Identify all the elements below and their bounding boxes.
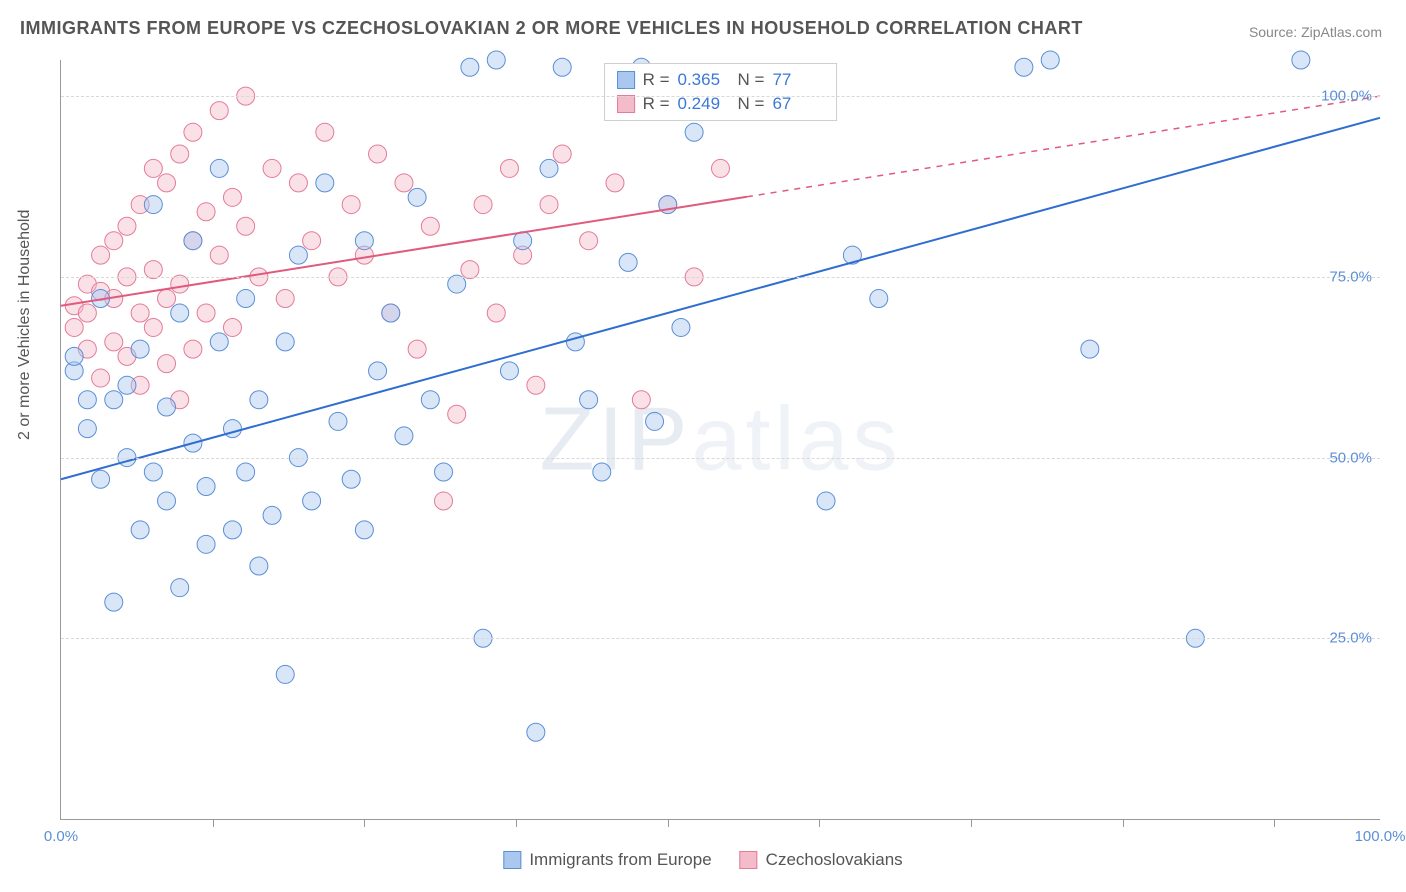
x-tick-label: 0.0% (44, 828, 78, 845)
legend-label-2: Czechoslovakians (766, 850, 903, 870)
stat-n-1: 77 (772, 70, 824, 90)
stat-r-1: 0.365 (678, 70, 730, 90)
swatch-series-2 (617, 95, 635, 113)
legend-label-1: Immigrants from Europe (529, 850, 711, 870)
swatch-series-1 (503, 851, 521, 869)
plot-area: ZIPatlas R = 0.365 N = 77 R = 0.249 N = … (60, 60, 1380, 820)
bottom-legend: Immigrants from Europe Czechoslovakians (503, 850, 902, 870)
y-tick-label: 100.0% (1321, 88, 1372, 105)
y-tick-label: 50.0% (1329, 449, 1372, 466)
stats-legend-box: R = 0.365 N = 77 R = 0.249 N = 67 (604, 63, 838, 121)
chart-title: IMMIGRANTS FROM EUROPE VS CZECHOSLOVAKIA… (20, 18, 1083, 39)
swatch-series-1 (617, 71, 635, 89)
y-tick-label: 25.0% (1329, 630, 1372, 647)
legend-item-2: Czechoslovakians (740, 850, 903, 870)
stats-row-1: R = 0.365 N = 77 (615, 68, 827, 92)
y-axis-label: 2 or more Vehicles in Household (16, 210, 34, 440)
chart-svg (61, 60, 1380, 819)
legend-item-1: Immigrants from Europe (503, 850, 711, 870)
x-tick-label: 100.0% (1355, 828, 1406, 845)
stat-label: R = (643, 70, 670, 90)
swatch-series-2 (740, 851, 758, 869)
source-attribution: Source: ZipAtlas.com (1249, 24, 1382, 40)
stat-label: N = (738, 70, 765, 90)
y-tick-label: 75.0% (1329, 268, 1372, 285)
